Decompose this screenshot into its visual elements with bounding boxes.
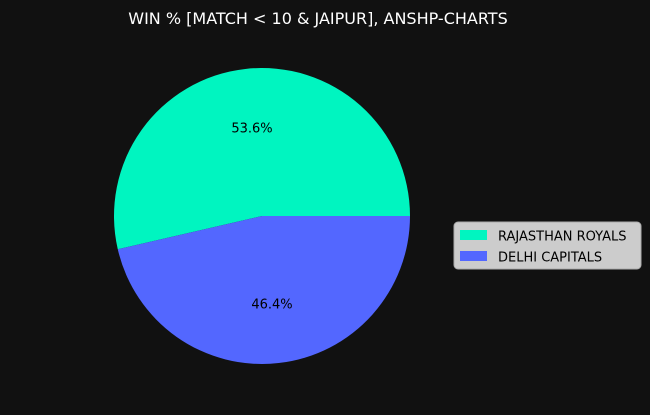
legend-swatch bbox=[460, 230, 487, 240]
legend-label: RAJASTHAN ROYALS bbox=[498, 230, 627, 245]
pie-percent-label: 53.6% bbox=[231, 121, 272, 136]
chart-title: WIN % [MATCH < 10 & JAIPUR], ANSHP-CHART… bbox=[128, 9, 507, 28]
pie-percent-labels: 53.6% 46.4% bbox=[231, 121, 292, 312]
legend: RAJASTHAN ROYALS DELHI CAPITALS bbox=[453, 221, 642, 270]
pie-slice-rajasthan-royals bbox=[114, 67, 411, 250]
legend-swatch bbox=[460, 251, 487, 261]
legend-items: RAJASTHAN ROYALS DELHI CAPITALS bbox=[460, 230, 627, 266]
pie-percent-label: 46.4% bbox=[251, 298, 292, 313]
pie-slices bbox=[114, 67, 411, 364]
pie-slice-delhi-capitals bbox=[117, 216, 411, 364]
legend-box bbox=[453, 221, 642, 270]
legend-label: DELHI CAPITALS bbox=[498, 251, 602, 266]
